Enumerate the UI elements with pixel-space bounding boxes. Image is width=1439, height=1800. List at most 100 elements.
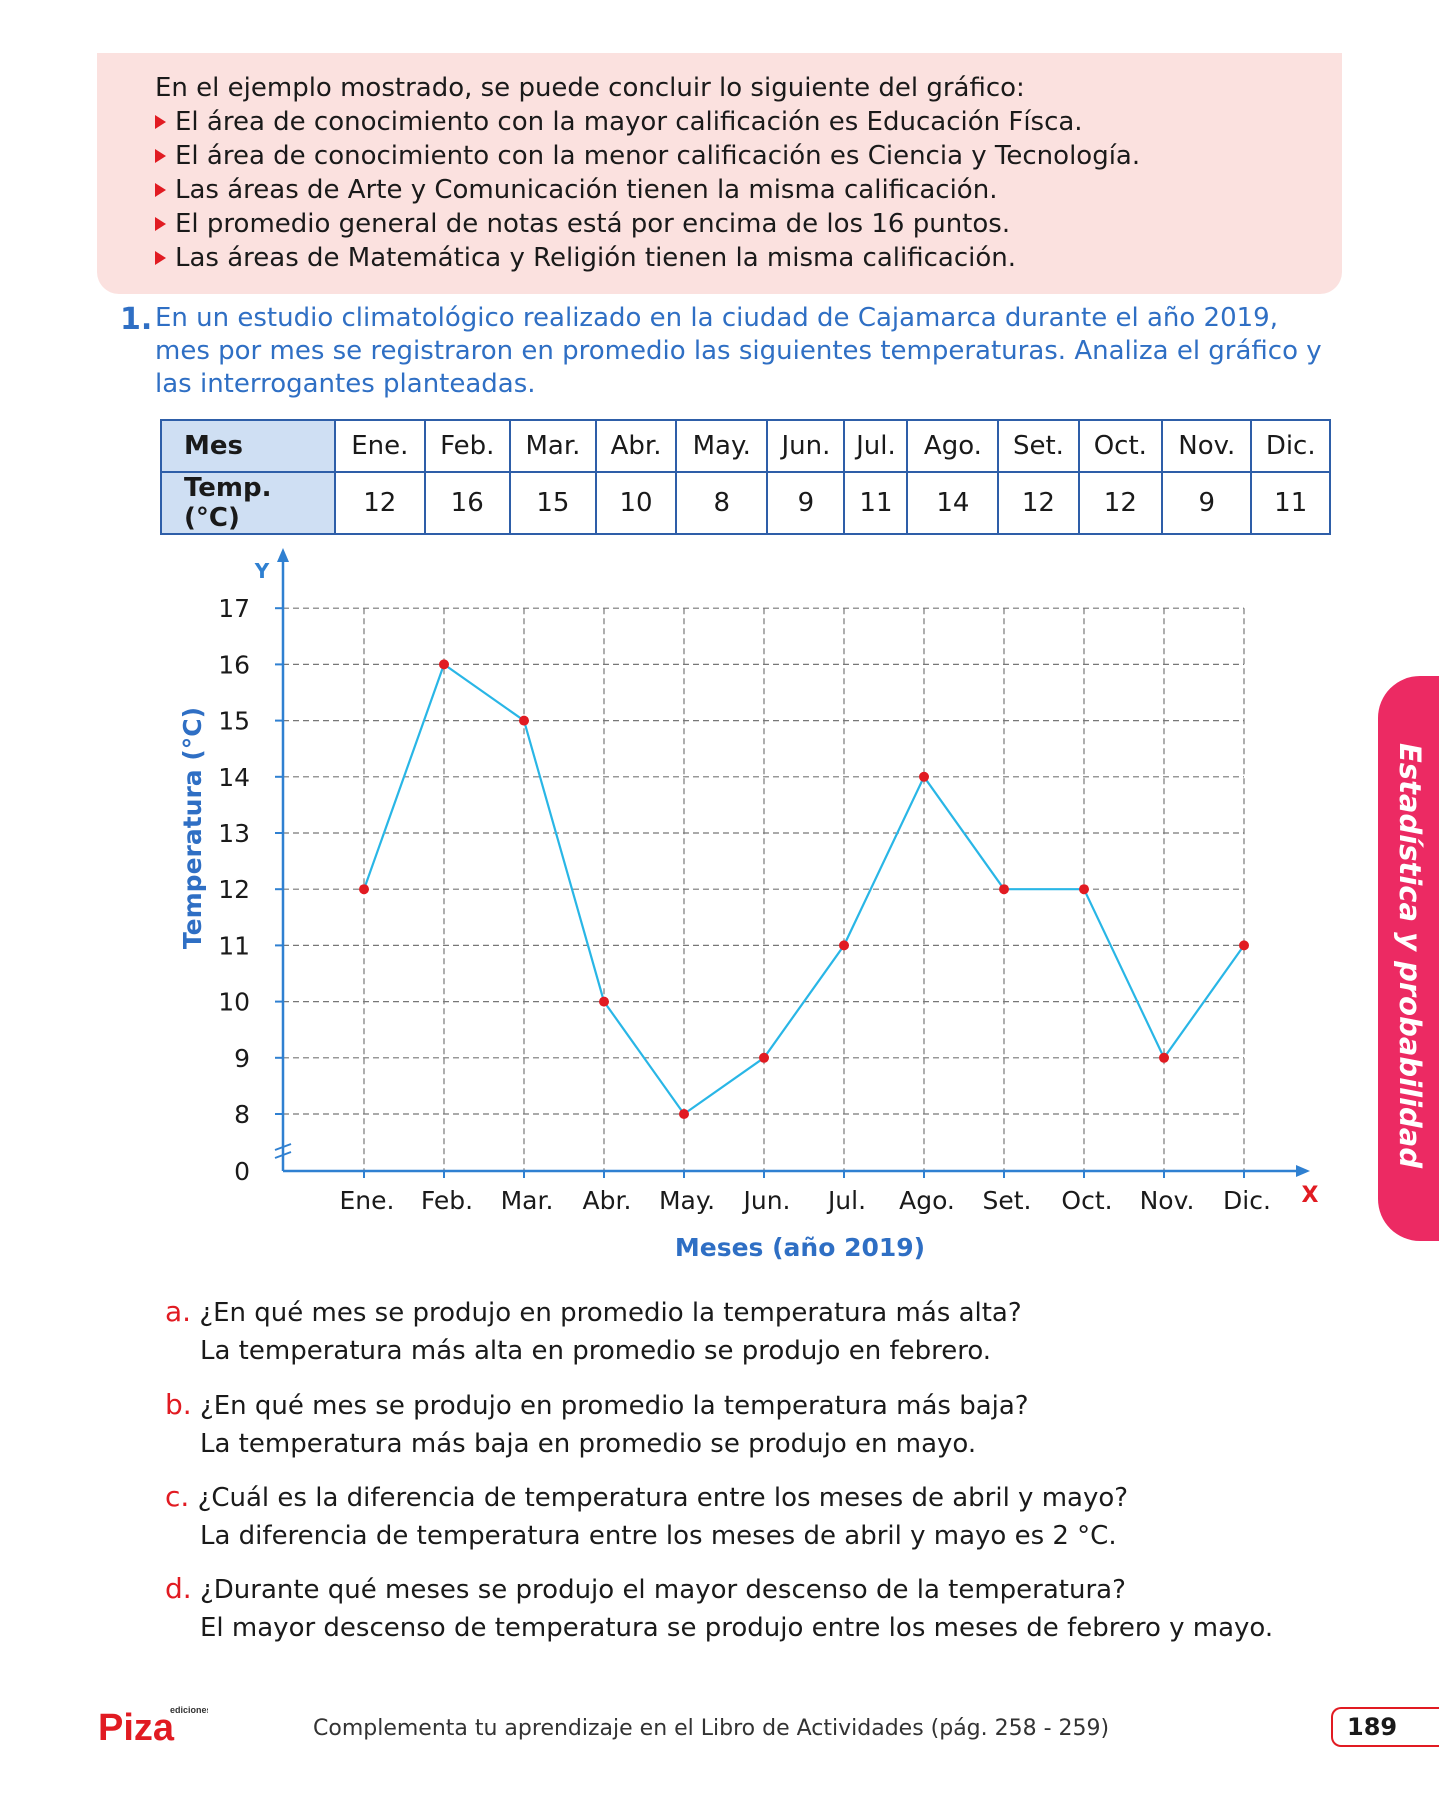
answer-text: La diferencia de temperatura entre los m…	[200, 1521, 1117, 1551]
question-b: b. ¿En qué mes se produjo en promedio la…	[165, 1386, 1365, 1463]
bullet-triangle-icon	[155, 149, 166, 163]
table-cell: Ene.	[334, 419, 426, 473]
y-tick-label: 15	[218, 707, 250, 736]
logo-small-text: ediciones	[170, 1705, 208, 1715]
y-tick-label: 13	[218, 819, 250, 848]
y-tick-label: 17	[218, 594, 250, 623]
y-tick-label: 16	[218, 650, 250, 679]
y-tick-label: 0	[234, 1157, 250, 1186]
data-point	[1159, 1052, 1169, 1063]
series-line	[362, 662, 1245, 1116]
question-text: ¿Durante qué meses se produjo el mayor d…	[199, 1575, 1126, 1605]
list-item: Las áreas de Matemática y Religión tiene…	[155, 241, 1342, 275]
x-axis-arrow-icon	[1296, 1165, 1310, 1177]
table-cell: 9	[1161, 471, 1253, 535]
axis-break-mark	[274, 1151, 292, 1159]
question-letter: b.	[165, 1388, 192, 1421]
table-cell: Jun.	[766, 419, 846, 473]
table-cell: May.	[675, 419, 769, 473]
logo-text: Piza	[98, 1707, 175, 1744]
question-a: a. ¿En qué mes se produjo en promedio la…	[165, 1293, 1365, 1370]
table-cell: Dic.	[1250, 419, 1331, 473]
data-point	[759, 1052, 769, 1063]
x-tick-label: Nov.	[1140, 1186, 1195, 1215]
answer-text: La temperatura más alta en promedio se p…	[200, 1336, 992, 1366]
question-letter: d.	[165, 1572, 192, 1605]
table-header-temp: Temp. (°C)	[160, 471, 336, 535]
problem-number: 1.	[120, 302, 153, 337]
table-cell: 14	[906, 471, 1000, 535]
table-cell: 9	[766, 471, 846, 535]
y-tick-label: 12	[218, 875, 250, 904]
list-item: El promedio general de notas está por en…	[155, 207, 1342, 241]
table-cell: Oct.	[1077, 419, 1164, 473]
bullet-triangle-icon	[155, 217, 166, 231]
x-axis-letter: X	[1302, 1183, 1319, 1208]
table-cell: Abr.	[595, 419, 678, 473]
question-letter: a.	[165, 1295, 192, 1328]
table-cell: 11	[843, 471, 909, 535]
table-cell: 8	[675, 471, 769, 535]
question-d: d. ¿Durante qué meses se produjo el mayo…	[165, 1570, 1365, 1647]
question-text: ¿En qué mes se produjo en promedio la te…	[199, 1298, 1022, 1328]
list-item: El área de conocimiento con la mayor cal…	[155, 105, 1342, 139]
answer-text: La temperatura más baja en promedio se p…	[200, 1429, 977, 1459]
bullet-triangle-icon	[155, 183, 166, 197]
x-tick-label: Dic.	[1223, 1186, 1271, 1215]
y-tick-label: 9	[234, 1044, 250, 1073]
y-tick-label: 10	[218, 988, 250, 1017]
y-axis-letter: Y	[254, 559, 270, 583]
y-tick-label: 8	[234, 1100, 250, 1129]
axis-break-mark	[274, 1143, 292, 1151]
question-text: ¿Cuál es la diferencia de temperatura en…	[197, 1483, 1129, 1513]
temperature-line-chart: 0 8 9 10 11 12 13 14 15 16 17 Ene. Feb. Mar. Abr. May. J…	[178, 548, 1319, 1262]
section-side-tab-label: Estadística y probabilidad	[1393, 743, 1427, 1169]
publisher-logo: ediciones Piza	[98, 1705, 208, 1744]
table-cell: Nov.	[1161, 419, 1253, 473]
data-point	[1079, 884, 1089, 895]
data-point	[919, 771, 929, 782]
summary-box: En el ejemplo mostrado, se puede conclui…	[97, 53, 1342, 294]
table-cell: 11	[1250, 471, 1331, 535]
data-point	[439, 659, 449, 670]
answer-text: El mayor descenso de temperatura se prod…	[200, 1613, 1274, 1643]
table-cell: Jul.	[843, 419, 909, 473]
table-row-months: Mes Ene. Feb. Mar. Abr. May. Jun. Jul. A…	[160, 419, 1331, 473]
bullet-triangle-icon	[155, 251, 166, 265]
table-cell: 12	[997, 471, 1080, 535]
table-header-mes: Mes	[160, 419, 336, 473]
x-tick-label: Set.	[983, 1186, 1032, 1215]
x-tick-label: Abr.	[583, 1186, 632, 1215]
data-point	[519, 715, 529, 726]
table-row-temps: Temp. (°C) 12 16 15 10 8 9 11 14 12 12 9…	[160, 471, 1331, 535]
x-tick-label: Jun.	[741, 1186, 790, 1215]
summary-intro: En el ejemplo mostrado, se puede conclui…	[155, 73, 1025, 103]
x-tick-label: Feb.	[421, 1186, 473, 1215]
data-point	[1239, 940, 1249, 951]
x-tick-label: Mar.	[501, 1186, 554, 1215]
problem-statement: 1. En un estudio climatológico realizado…	[120, 302, 1340, 401]
y-axis-title: Temperatura (°C)	[178, 707, 207, 949]
table-cell: 16	[423, 471, 511, 535]
x-tick-label: Ago.	[899, 1186, 955, 1215]
x-tick-label: Jul.	[826, 1186, 866, 1215]
question-c: c. ¿Cuál es la diferencia de temperatura…	[165, 1478, 1365, 1555]
problem-text: En un estudio climatológico realizado en…	[155, 303, 1322, 399]
x-tick-label: May.	[659, 1186, 715, 1215]
temperature-table: Mes Ene. Feb. Mar. Abr. May. Jun. Jul. A…	[160, 419, 1331, 535]
x-tick-label: Oct.	[1061, 1186, 1112, 1215]
y-axis-arrow-icon	[277, 548, 289, 562]
data-point	[679, 1109, 689, 1119]
data-point	[999, 884, 1009, 895]
question-letter: c.	[165, 1480, 190, 1513]
question-text: ¿En qué mes se produjo en promedio la te…	[199, 1391, 1029, 1421]
table-cell: 12	[334, 471, 426, 535]
y-tick-label: 14	[218, 763, 250, 792]
list-item: Las áreas de Arte y Comunicación tienen …	[155, 173, 1342, 207]
table-cell: 10	[595, 471, 678, 535]
x-axis-title: Meses (año 2019)	[675, 1233, 925, 1262]
y-tick-label: 11	[218, 931, 250, 960]
x-tick-label: Ene.	[340, 1186, 395, 1215]
table-cell: 15	[508, 471, 598, 535]
table-cell: Mar.	[508, 419, 598, 473]
